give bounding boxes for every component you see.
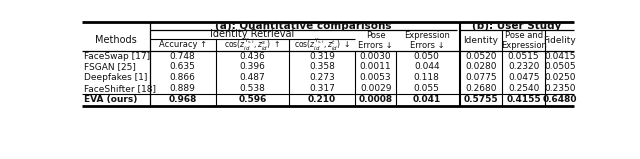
Text: 0.0280: 0.0280 [465,62,497,71]
Text: 0.0250: 0.0250 [544,73,575,82]
Text: 0.0030: 0.0030 [360,52,392,61]
Text: 0.0775: 0.0775 [465,73,497,82]
Text: (a): Quantitative comparisons: (a): Quantitative comparisons [215,21,392,31]
Text: 0.055: 0.055 [414,84,440,93]
Text: 0.748: 0.748 [170,52,196,61]
Text: 0.596: 0.596 [238,95,267,104]
Text: Pose
Errors ↓: Pose Errors ↓ [358,31,393,50]
Text: 0.889: 0.889 [170,84,196,93]
Text: 0.0505: 0.0505 [544,62,575,71]
Text: 0.5755: 0.5755 [464,95,499,104]
Text: 0.2320: 0.2320 [508,62,540,71]
Text: $\cos(z_{id}^{Y_{s,t}}, z_{id}^s)\ \uparrow$: $\cos(z_{id}^{Y_{s,t}}, z_{id}^s)\ \upar… [225,37,280,53]
Text: 0.2540: 0.2540 [508,84,540,93]
Text: 0.0520: 0.0520 [465,52,497,61]
Text: FSGAN [25]: FSGAN [25] [84,62,136,71]
Text: 0.487: 0.487 [239,73,266,82]
Text: Deepfakes [1]: Deepfakes [1] [84,73,147,82]
Text: 0.635: 0.635 [170,62,196,71]
Text: 0.2680: 0.2680 [465,84,497,93]
Text: Methods: Methods [95,35,136,45]
Text: FaceShifter [18]: FaceShifter [18] [84,84,156,93]
Text: (b): User Study: (b): User Study [472,21,562,31]
Text: 0.050: 0.050 [414,52,440,61]
Text: 0.866: 0.866 [170,73,196,82]
Text: 0.041: 0.041 [413,95,441,104]
Text: 0.0011: 0.0011 [360,62,392,71]
Text: 0.0008: 0.0008 [358,95,393,104]
Text: 0.0415: 0.0415 [544,52,575,61]
Text: Accuracy ↑: Accuracy ↑ [159,40,207,49]
Text: 0.436: 0.436 [239,52,266,61]
Text: 0.6480: 0.6480 [543,95,577,104]
Text: Fidelity: Fidelity [543,36,576,45]
Text: FaceSwap [17]: FaceSwap [17] [84,52,150,61]
Text: 0.4155: 0.4155 [506,95,541,104]
Text: 0.968: 0.968 [168,95,197,104]
Text: Identity Retrieval: Identity Retrieval [211,29,294,39]
Text: 0.210: 0.210 [308,95,336,104]
Text: 0.044: 0.044 [414,62,440,71]
Text: 0.0475: 0.0475 [508,73,540,82]
Text: 0.538: 0.538 [239,84,266,93]
Text: 0.0515: 0.0515 [508,52,540,61]
Text: 0.273: 0.273 [309,73,335,82]
Text: 0.358: 0.358 [309,62,335,71]
Text: $\cos(z_{id}^{Y_{s,t}}, z_{id}^t)\ \downarrow$: $\cos(z_{id}^{Y_{s,t}}, z_{id}^t)\ \down… [294,37,350,53]
Text: EVA (ours): EVA (ours) [84,95,137,104]
Text: 0.2350: 0.2350 [544,84,575,93]
Text: 0.396: 0.396 [239,62,266,71]
Text: 0.0053: 0.0053 [360,73,392,82]
Text: Identity: Identity [463,36,499,45]
Text: 0.319: 0.319 [309,52,335,61]
Text: 0.0029: 0.0029 [360,84,392,93]
Text: Pose and
Expression: Pose and Expression [500,31,547,50]
Text: 0.118: 0.118 [414,73,440,82]
Text: Expression
Errors ↓: Expression Errors ↓ [404,31,450,50]
Text: 0.317: 0.317 [309,84,335,93]
